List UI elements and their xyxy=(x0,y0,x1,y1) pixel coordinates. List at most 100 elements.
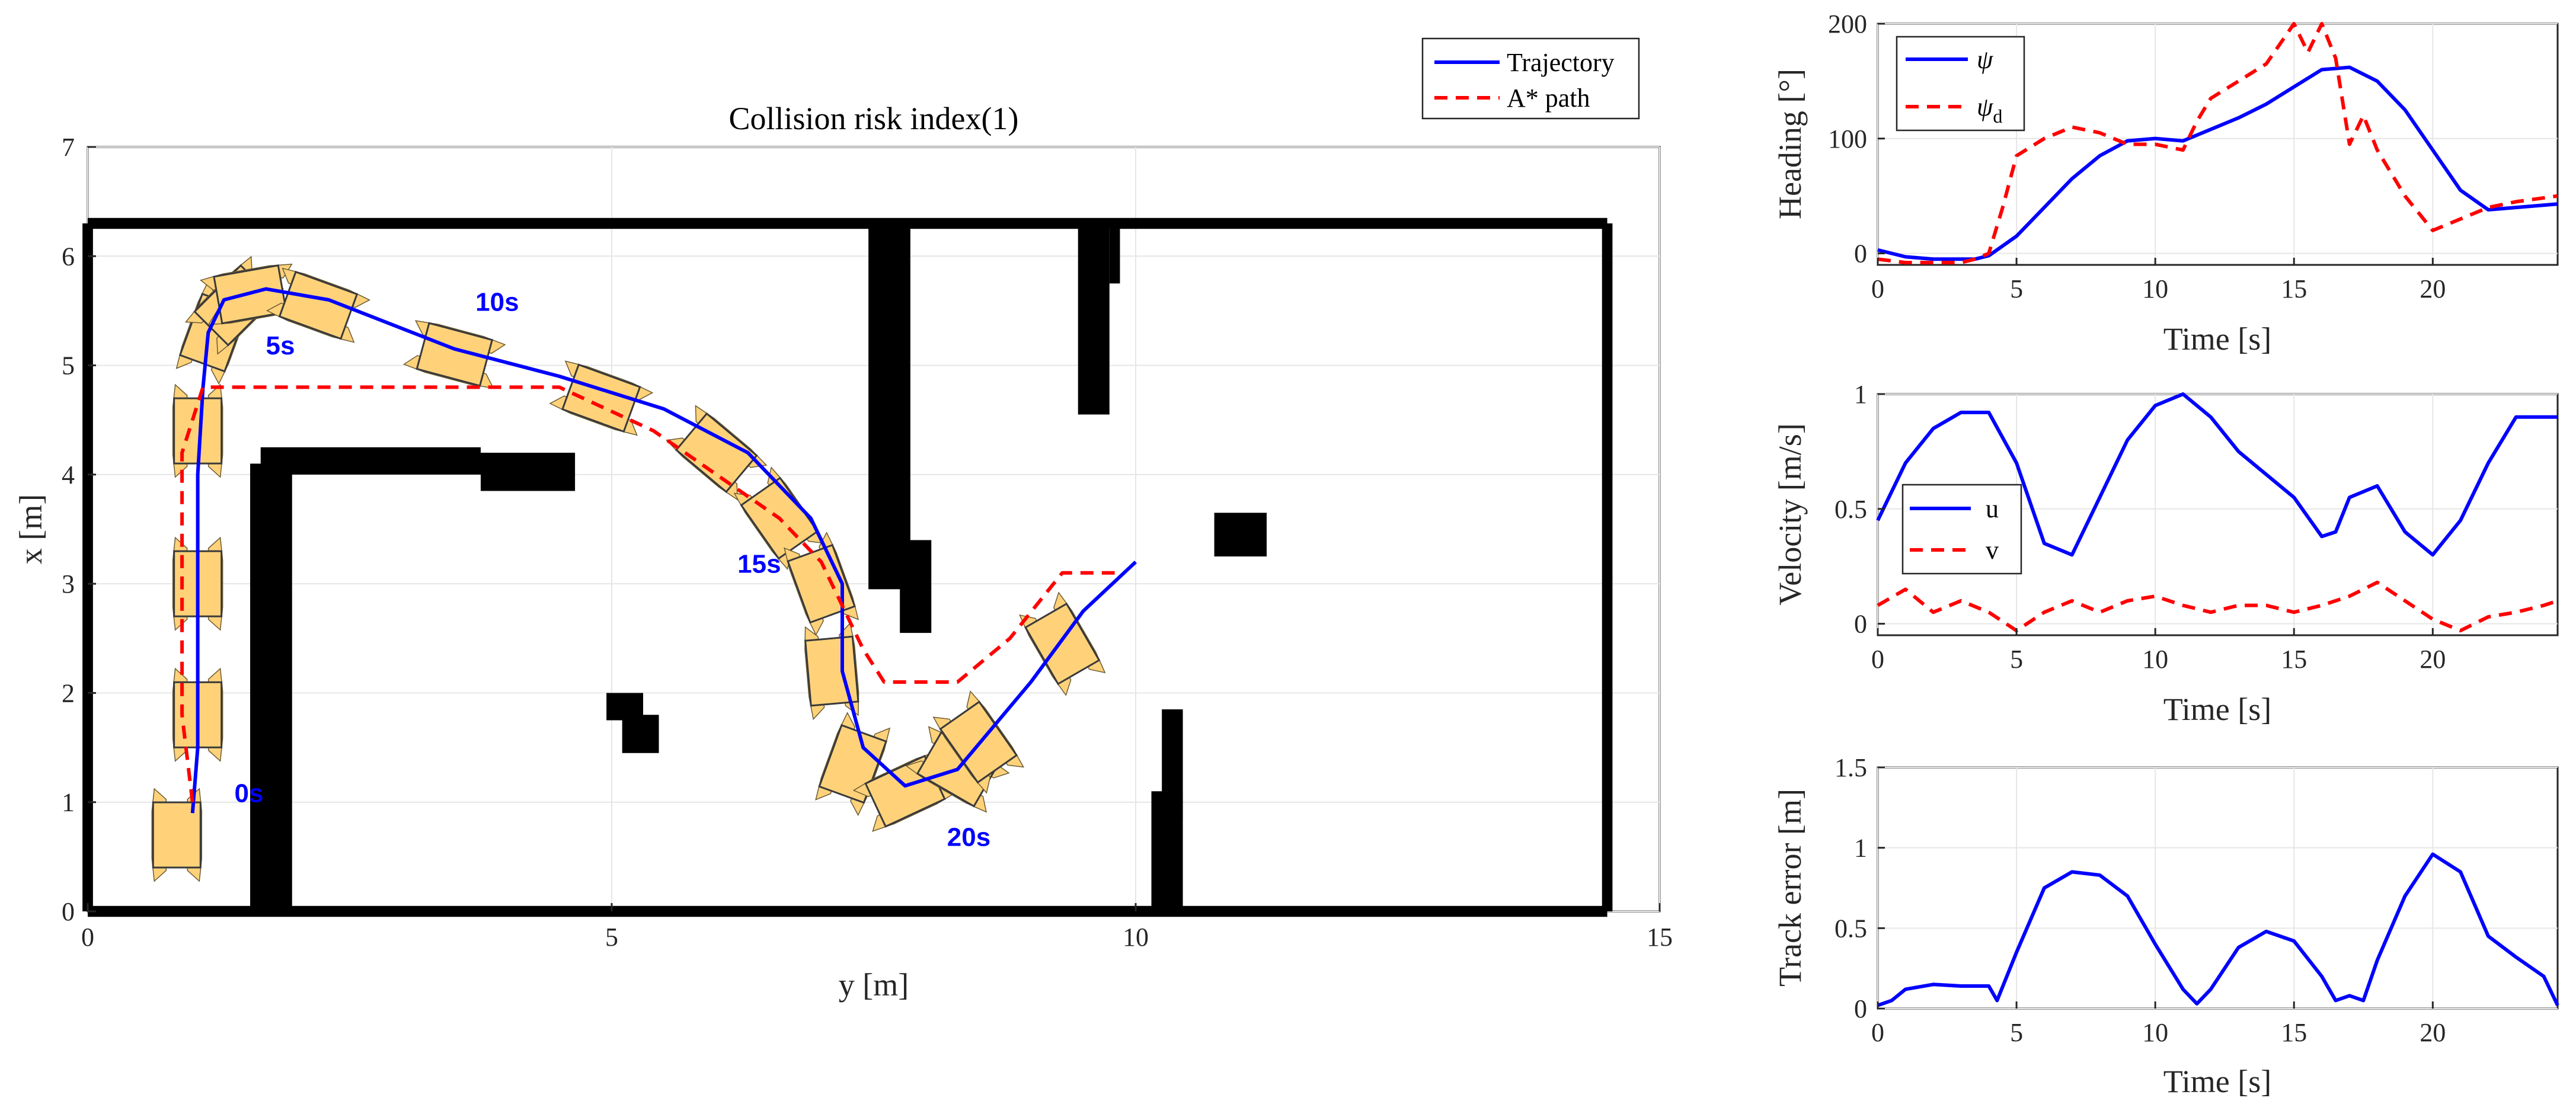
track-error-x-tick-label: 5 xyxy=(2010,1018,2023,1047)
track-error-x-tick-label: 10 xyxy=(2142,1018,2168,1047)
time-label: 20s xyxy=(947,822,990,852)
velocity-x-tick-label: 20 xyxy=(2420,645,2446,674)
map-y-tick-label: 7 xyxy=(62,133,75,162)
vessel-deck xyxy=(787,543,856,624)
legend-v-label: v xyxy=(1986,536,1999,565)
vessel-deck xyxy=(804,635,859,707)
track-error-x-tick-label: 15 xyxy=(2281,1018,2307,1047)
obstacle xyxy=(88,905,1607,917)
obstacle xyxy=(1109,223,1120,284)
track-error-y-tick-label: 0.5 xyxy=(1834,914,1867,943)
time-label: 5s xyxy=(266,331,295,360)
map-time-labels: 0s 5s 10s 15s 20s xyxy=(235,287,991,852)
heading-x-tick-label: 10 xyxy=(2142,274,2168,303)
velocity-x-tick-label: 10 xyxy=(2142,645,2168,674)
heading-series-line xyxy=(1877,22,2558,265)
map-y-tick-label: 2 xyxy=(62,678,75,708)
map-ticks: 0 5 10 15 0 1 2 3 4 5 6 7 xyxy=(62,133,1673,952)
velocity-y-tick-label: 0 xyxy=(1854,610,1867,639)
map-y-tick-label: 5 xyxy=(62,351,75,380)
track-error-x-tick-label: 0 xyxy=(1871,1018,1884,1047)
map-y-tick-label: 3 xyxy=(62,569,75,598)
heading-legend-box xyxy=(1896,36,2025,132)
velocity-legend-box xyxy=(1901,484,2022,575)
legend-trajectory-label: Trajectory xyxy=(1507,48,1615,77)
map-y-tick-label: 1 xyxy=(62,788,75,817)
vessel-deck xyxy=(1024,602,1101,686)
track-error-plot: 0 5 10 15 20 0 0.5 1 1.5 Time [s] Track error [m… xyxy=(1772,753,2559,1099)
legend-u-label: u xyxy=(1986,494,1999,523)
velocity-series-line xyxy=(1877,580,2558,633)
obstacle xyxy=(82,223,93,911)
map-y-tick-label: 0 xyxy=(62,897,75,926)
astar-path-line xyxy=(180,385,1115,803)
track-error-x-axis-label: Time [s] xyxy=(2163,1064,2272,1099)
track-error-y-tick-label: 1 xyxy=(1854,834,1867,863)
vessel xyxy=(804,622,859,721)
heading-x-tick-label: 5 xyxy=(2010,274,2023,303)
heading-x-axis-label: Time [s] xyxy=(2163,321,2272,357)
track-error-series xyxy=(1877,852,2559,1007)
obstacle xyxy=(868,223,910,590)
track-error-series-line xyxy=(1877,852,2559,1007)
track-error-ticks: 0 5 10 15 20 0 0.5 1 1.5 xyxy=(1834,753,2446,1047)
legend-psi-label: ψ xyxy=(1977,45,1993,74)
heading-x-tick-label: 20 xyxy=(2420,274,2446,303)
velocity-series-line xyxy=(1876,392,2558,557)
velocity-y-tick-label: 1 xyxy=(1854,380,1867,409)
track-error-y-axis-label: Track error [m] xyxy=(1772,789,1808,987)
heading-legend: ψ ψd xyxy=(1896,36,2025,132)
velocity-x-tick-label: 15 xyxy=(2281,645,2307,674)
vessel xyxy=(402,320,506,389)
obstacle xyxy=(1214,513,1267,557)
vessel-deck xyxy=(675,412,758,494)
track-error-x-tick-label: 20 xyxy=(2420,1018,2446,1047)
heading-series-line xyxy=(1877,65,2558,261)
map-legend: Trajectory A* path xyxy=(1421,37,1640,120)
map-y-tick-label: 4 xyxy=(62,460,75,489)
time-label: 0s xyxy=(235,779,264,808)
velocity-x-axis-label: Time [s] xyxy=(2163,692,2272,727)
vessel xyxy=(1019,591,1106,696)
heading-y-tick-label: 100 xyxy=(1828,124,1867,153)
obstacle xyxy=(1162,709,1183,819)
vessel xyxy=(151,788,203,882)
velocity-y-axis-label: Velocity [m/s] xyxy=(1772,423,1808,605)
track-error-grid xyxy=(1877,767,2558,1009)
map-x-axis-label: y [m] xyxy=(839,967,909,1003)
track-error-axes-frame xyxy=(1877,766,2559,1010)
map-y-axis-label: x [m] xyxy=(13,494,49,564)
legend-psi-d-subscript: d xyxy=(1993,105,2002,127)
obstacle xyxy=(1078,223,1110,415)
velocity-ticks: 0 5 10 15 20 0 0.5 1 xyxy=(1834,380,2446,674)
map-obstacles xyxy=(82,217,1613,917)
velocity-series xyxy=(1876,392,2558,633)
vessel-deck xyxy=(416,322,494,387)
velocity-legend: u v xyxy=(1901,484,2022,575)
legend-psi-d-label: ψd xyxy=(1977,92,2002,127)
obstacle xyxy=(250,463,292,911)
map-x-tick-label: 10 xyxy=(1123,923,1149,952)
obstacle xyxy=(1602,223,1613,911)
track-error-y-tick-label: 0 xyxy=(1854,994,1867,1023)
heading-series xyxy=(1877,22,2558,265)
obstacle xyxy=(481,453,576,491)
map-x-tick-label: 5 xyxy=(605,923,618,952)
track-error-y-tick-label: 1.5 xyxy=(1834,753,1867,782)
velocity-plot: 0 5 10 15 20 0 0.5 1 Time [s] Velocity [m/s] u … xyxy=(1772,380,2559,727)
time-label: 15s xyxy=(737,550,781,579)
obstacle xyxy=(900,540,932,633)
map-x-tick-label: 0 xyxy=(81,923,94,952)
heading-y-axis-label: Heading [°] xyxy=(1772,69,1808,219)
map-title: Collision risk index(1) xyxy=(729,101,1019,136)
legend-psi-d-symbol: ψ xyxy=(1977,92,1993,121)
map-x-tick-label: 15 xyxy=(1647,923,1673,952)
velocity-y-tick-label: 0.5 xyxy=(1834,495,1867,524)
velocity-grid xyxy=(1877,393,2558,635)
map-plot: 0s 5s 10s 15s 20s 0 5 10 15 0 1 2 3 4 5 6 7 Collision r… xyxy=(13,37,1673,1003)
obstacle xyxy=(622,715,659,753)
heading-x-tick-label: 0 xyxy=(1871,274,1884,303)
